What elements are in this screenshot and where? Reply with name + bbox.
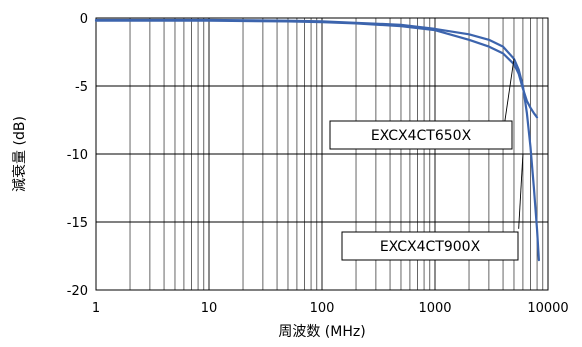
y-tick-label: 0: [80, 12, 88, 27]
series-line-excx4ct900x: [94, 18, 540, 262]
y-tick-label: -10: [67, 148, 88, 163]
callout-box: [341, 231, 519, 261]
x-tick-label: 10000: [527, 301, 568, 316]
x-tick-label: 100: [310, 301, 335, 316]
callout-excx4ct900x: EXCX4CT900X: [341, 153, 524, 261]
callout-label: EXCX4CT900X: [380, 239, 481, 255]
y-tick-label: -20: [67, 284, 88, 299]
callout-excx4ct650x: EXCX4CT650X: [329, 58, 515, 150]
y-axis-title: 減衰量 (dB): [11, 116, 28, 192]
callout-label: EXCX4CT650X: [371, 128, 472, 144]
plot-area-frame: [95, 17, 549, 291]
callout-leader-line: [518, 153, 524, 229]
y-tick-label: -5: [75, 80, 88, 95]
x-tick-label: 10: [201, 301, 218, 316]
x-axis-title: 周波数 (MHz): [278, 324, 365, 340]
callout-box: [329, 120, 513, 150]
callout-layer: EXCX4CT650X EXCX4CT900X: [329, 58, 524, 261]
x-tick-label: 1000: [418, 301, 451, 316]
y-tick-labels: 0 -5 -10 -15 -20: [67, 12, 88, 299]
x-tick-labels: 1 10 100 1000 10000: [92, 301, 569, 316]
series-layer: [94, 18, 540, 262]
y-tick-label: -15: [67, 216, 88, 231]
x-tick-label: 1: [92, 301, 100, 316]
